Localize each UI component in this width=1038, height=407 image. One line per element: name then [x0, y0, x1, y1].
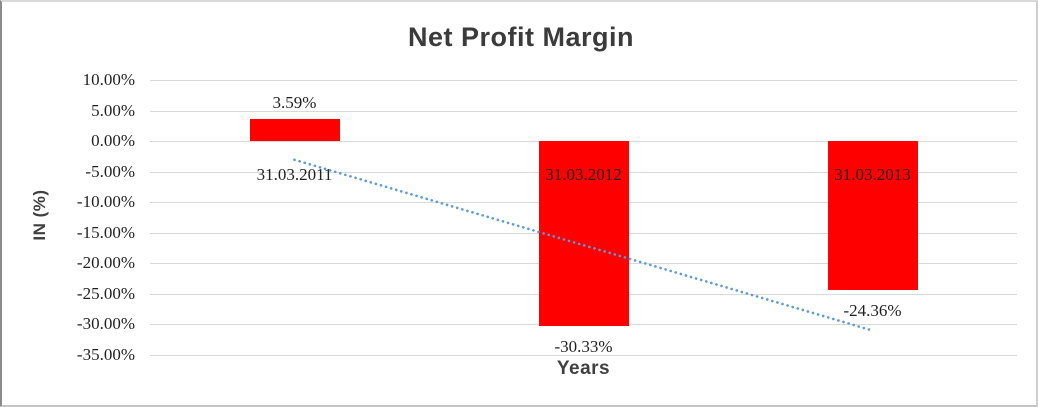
y-axis-tick-label: -20.00% — [76, 253, 135, 272]
y-axis-title: IN (%) — [30, 189, 49, 241]
gridline — [150, 111, 1017, 112]
y-axis-tick-label: -30.00% — [76, 314, 135, 333]
bar-31.03.2012[interactable] — [538, 141, 629, 327]
y-axis-tick-label: 10.00% — [82, 70, 135, 89]
y-axis-tick-label: -15.00% — [76, 223, 135, 242]
y-axis-tick-label: -25.00% — [76, 284, 135, 303]
y-axis-tick-label: 0.00% — [91, 131, 135, 150]
x-axis-title: Years — [556, 358, 611, 379]
y-axis-tick-label: -10.00% — [76, 192, 135, 211]
y-axis-tick-label: 5.00% — [91, 101, 135, 120]
gridline — [150, 80, 1017, 81]
gridline — [150, 355, 1017, 356]
data-label: 3.59% — [272, 93, 317, 113]
bar-31.03.2011[interactable] — [249, 119, 340, 142]
trendline[interactable] — [293, 158, 874, 332]
bar-31.03.2013[interactable] — [827, 141, 918, 290]
data-label: -24.36% — [843, 300, 902, 320]
chart-title: Net Profit Margin — [407, 22, 634, 52]
data-label: -30.33% — [554, 337, 613, 357]
x-axis-category-label: 31.03.2011 — [256, 165, 333, 185]
y-axis-tick-label: -5.00% — [85, 162, 135, 181]
x-axis-category-label: 31.03.2013 — [834, 165, 911, 185]
y-axis-tick-label: -35.00% — [76, 345, 135, 364]
x-axis-category-label: 31.03.2012 — [545, 165, 622, 185]
